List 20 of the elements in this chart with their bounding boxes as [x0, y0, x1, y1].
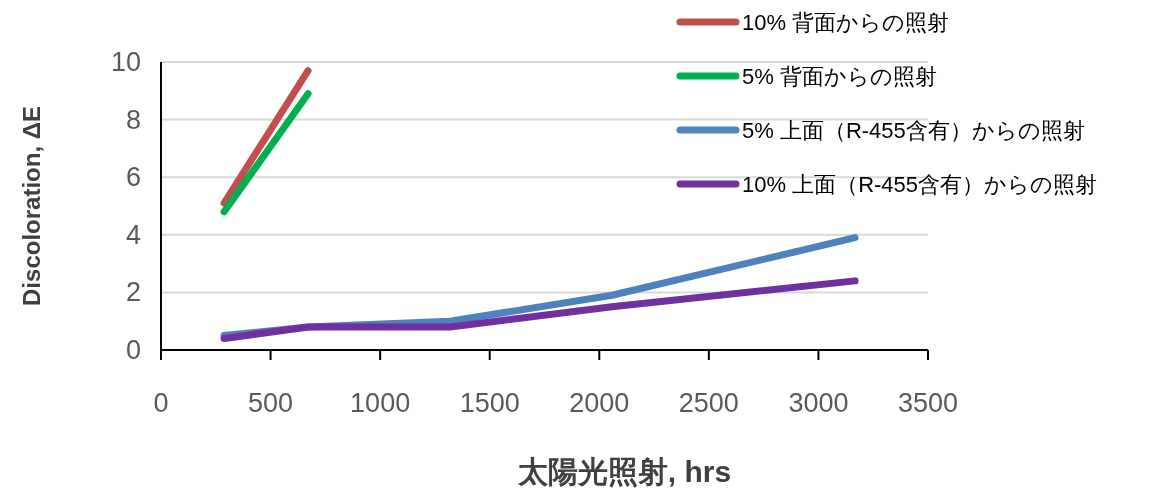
y-tick-label: 4	[125, 219, 141, 250]
legend-label: 5% 背面からの照射	[742, 64, 937, 89]
x-tick-label: 500	[248, 388, 294, 418]
y-tick-label: 0	[125, 335, 141, 365]
x-tick-label: 1000	[350, 388, 411, 418]
y-tick-label: 8	[125, 104, 141, 135]
legend-label: 10% 上面（R-455含有）からの照射	[742, 172, 1098, 197]
y-tick-label: 10	[110, 47, 141, 77]
x-tick-label: 1500	[459, 388, 520, 418]
y-tick-label: 6	[125, 162, 141, 193]
x-tick-label: 2000	[569, 388, 630, 418]
x-tick-label: 3000	[788, 388, 849, 418]
x-axis-title: 太陽光照射, hrs	[516, 455, 732, 488]
y-tick-label: 2	[125, 277, 141, 308]
x-tick-label: 2500	[678, 388, 739, 418]
legend-label: 5% 上面（R-455含有）からの照射	[742, 118, 1085, 143]
y-axis-title: Discoloration, ΔE	[18, 106, 45, 306]
x-tick-label: 3500	[897, 388, 959, 418]
x-tick-label: 0	[153, 388, 169, 418]
legend-label: 10% 背面からの照射	[742, 10, 950, 35]
